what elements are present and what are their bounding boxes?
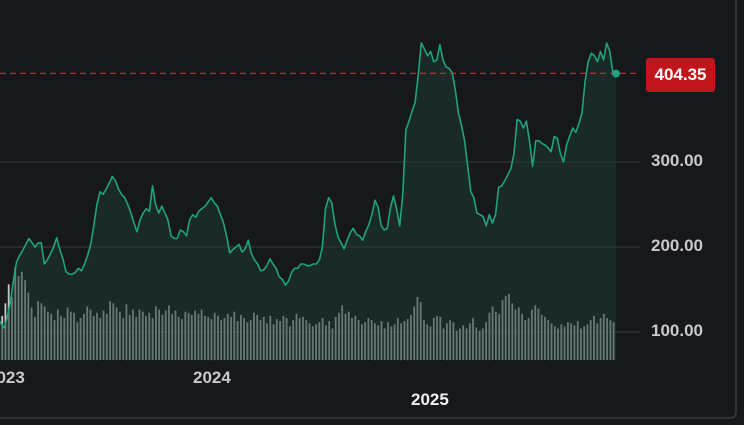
x-tick-label-2023: 2023 bbox=[0, 368, 25, 387]
y-tick-label-300: 300.00 bbox=[651, 151, 703, 170]
price-line bbox=[0, 42, 617, 329]
chart-border bbox=[0, 0, 737, 419]
last-price-marker bbox=[612, 69, 620, 78]
x-tick-label-2024: 2024 bbox=[193, 368, 231, 387]
last-price-badge: 404.35 bbox=[646, 58, 715, 92]
y-tick-label-200: 200.00 bbox=[651, 236, 703, 255]
y-tick-label-100: 100.00 bbox=[651, 321, 703, 340]
x-tick-label-2025: 2025 bbox=[411, 390, 449, 409]
price-area-fill bbox=[0, 43, 616, 360]
